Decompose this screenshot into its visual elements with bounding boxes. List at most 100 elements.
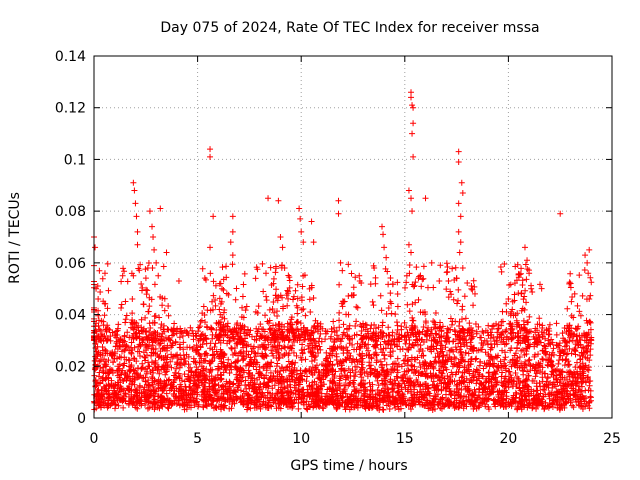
data-point bbox=[336, 309, 343, 316]
data-point bbox=[151, 281, 158, 288]
data-point bbox=[559, 330, 566, 337]
data-point bbox=[472, 320, 479, 327]
data-point bbox=[567, 270, 574, 277]
data-point bbox=[588, 279, 595, 286]
data-point bbox=[262, 312, 269, 319]
data-point bbox=[524, 257, 531, 264]
data-point bbox=[255, 303, 262, 310]
data-point bbox=[229, 252, 236, 259]
data-point bbox=[290, 296, 297, 303]
data-point bbox=[207, 146, 214, 153]
data-point bbox=[204, 307, 211, 314]
data-point bbox=[549, 368, 556, 375]
data-point bbox=[251, 349, 258, 356]
chart-title: Day 075 of 2024, Rate Of TEC Index for r… bbox=[160, 20, 539, 36]
data-point bbox=[455, 200, 462, 207]
data-point bbox=[571, 290, 578, 297]
data-point bbox=[134, 405, 141, 412]
data-point bbox=[377, 292, 384, 299]
data-point bbox=[372, 280, 379, 287]
data-point bbox=[165, 312, 172, 319]
data-point bbox=[587, 292, 594, 299]
data-point bbox=[577, 312, 584, 319]
data-point bbox=[199, 265, 206, 272]
data-point bbox=[263, 293, 270, 300]
data-point bbox=[125, 386, 132, 393]
data-point bbox=[132, 200, 139, 207]
data-point bbox=[227, 239, 234, 246]
data-point bbox=[163, 249, 170, 256]
data-point bbox=[402, 284, 409, 291]
data-point bbox=[295, 405, 302, 412]
data-point bbox=[146, 208, 153, 215]
data-point bbox=[120, 404, 127, 411]
data-point bbox=[130, 179, 137, 186]
data-point bbox=[470, 302, 477, 309]
data-point bbox=[464, 280, 471, 287]
data-point bbox=[150, 234, 157, 240]
data-point bbox=[257, 321, 264, 328]
data-point bbox=[136, 383, 143, 390]
data-point bbox=[381, 244, 388, 251]
data-point bbox=[200, 303, 207, 310]
data-point bbox=[172, 369, 179, 376]
data-point bbox=[459, 190, 466, 197]
data-point bbox=[439, 323, 446, 330]
data-point bbox=[263, 297, 270, 304]
data-point bbox=[457, 213, 464, 220]
data-point bbox=[155, 272, 162, 279]
data-point bbox=[271, 309, 278, 316]
data-point bbox=[279, 244, 286, 251]
data-point bbox=[298, 294, 305, 301]
data-point bbox=[487, 340, 494, 347]
data-point bbox=[339, 267, 346, 274]
data-point bbox=[274, 360, 281, 367]
data-point bbox=[122, 319, 129, 326]
data-point bbox=[330, 318, 337, 325]
data-point bbox=[546, 331, 553, 338]
data-point bbox=[489, 372, 496, 379]
data-point bbox=[228, 345, 235, 352]
data-point bbox=[347, 352, 354, 359]
data-point bbox=[252, 275, 259, 282]
data-point bbox=[192, 358, 199, 365]
data-point bbox=[175, 277, 182, 284]
data-point bbox=[198, 317, 205, 324]
data-point bbox=[345, 261, 352, 268]
data-point bbox=[465, 350, 472, 357]
data-point bbox=[471, 290, 478, 297]
data-point bbox=[385, 324, 392, 331]
data-point bbox=[243, 303, 250, 310]
data-point bbox=[377, 358, 384, 365]
data-point bbox=[195, 324, 202, 331]
data-point bbox=[242, 382, 249, 389]
data-point bbox=[379, 319, 386, 326]
data-point bbox=[418, 283, 425, 290]
data-point bbox=[303, 405, 310, 412]
data-point bbox=[436, 353, 443, 360]
data-point bbox=[555, 368, 562, 375]
data-point bbox=[315, 349, 322, 356]
data-point bbox=[445, 278, 452, 285]
data-point bbox=[406, 261, 413, 268]
data-point bbox=[356, 272, 363, 279]
data-point bbox=[118, 278, 125, 285]
data-point bbox=[498, 268, 505, 275]
data-point bbox=[529, 289, 536, 296]
data-point bbox=[144, 405, 151, 412]
data-point bbox=[379, 223, 386, 230]
data-point bbox=[307, 309, 314, 316]
data-point bbox=[464, 343, 471, 350]
data-point bbox=[573, 326, 580, 333]
data-point bbox=[352, 323, 359, 330]
data-point bbox=[381, 355, 388, 362]
data-point bbox=[115, 402, 122, 409]
data-points bbox=[91, 89, 595, 414]
data-point bbox=[422, 195, 429, 202]
data-point bbox=[443, 269, 450, 276]
data-point bbox=[442, 344, 449, 351]
data-point bbox=[522, 261, 529, 268]
data-point bbox=[369, 298, 376, 305]
data-point bbox=[259, 260, 266, 267]
data-point bbox=[186, 364, 193, 371]
